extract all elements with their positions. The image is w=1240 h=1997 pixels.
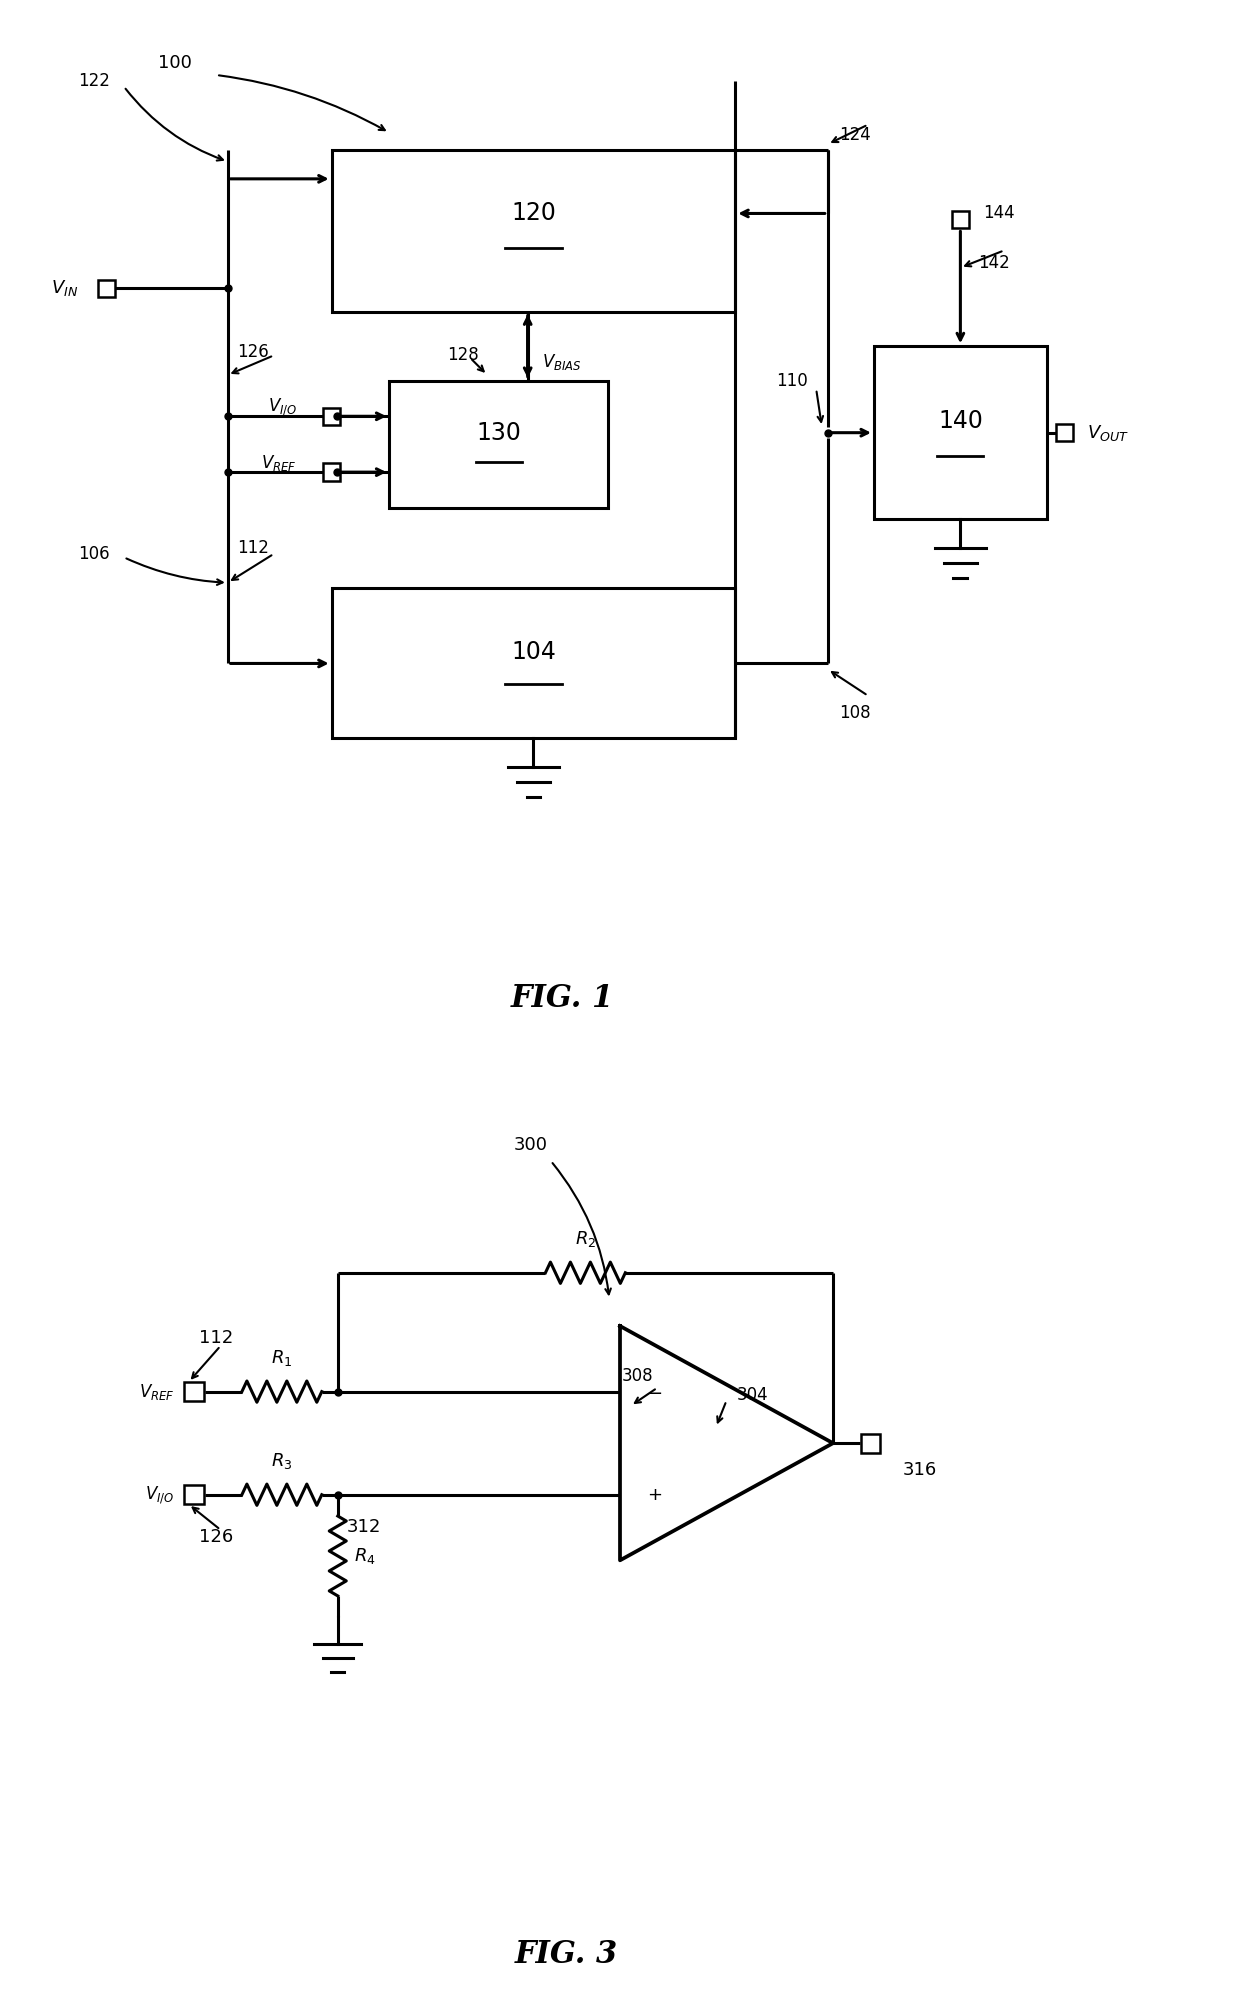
Text: FIG. 3: FIG. 3 xyxy=(515,1939,619,1969)
Text: 106: 106 xyxy=(78,545,109,563)
Text: $+$: $+$ xyxy=(646,1486,662,1504)
Text: $V_{I/O}$: $V_{I/O}$ xyxy=(145,1484,175,1506)
Bar xyxy=(322,407,340,425)
Text: 144: 144 xyxy=(983,204,1016,222)
Bar xyxy=(185,1382,203,1402)
Text: 130: 130 xyxy=(476,421,521,445)
Bar xyxy=(874,345,1047,519)
Text: $V_{REF}$: $V_{REF}$ xyxy=(262,453,296,473)
Bar xyxy=(185,1486,203,1504)
Text: $R_2$: $R_2$ xyxy=(575,1230,596,1250)
Text: 316: 316 xyxy=(903,1460,936,1480)
Text: 108: 108 xyxy=(839,703,870,721)
Text: $R_1$: $R_1$ xyxy=(272,1348,293,1368)
Text: 100: 100 xyxy=(159,54,192,72)
Bar xyxy=(331,150,735,312)
Text: 128: 128 xyxy=(446,345,479,363)
Bar xyxy=(861,1434,880,1452)
Text: 140: 140 xyxy=(937,409,983,433)
Text: 124: 124 xyxy=(839,126,870,144)
Text: 112: 112 xyxy=(237,539,269,557)
Text: $R_3$: $R_3$ xyxy=(272,1452,293,1472)
Text: 104: 104 xyxy=(511,639,556,663)
Bar xyxy=(1055,423,1073,441)
Text: 304: 304 xyxy=(737,1386,769,1404)
Text: $V_{BIAS}$: $V_{BIAS}$ xyxy=(542,351,582,371)
Text: FIG. 1: FIG. 1 xyxy=(511,983,614,1014)
Text: 300: 300 xyxy=(513,1136,548,1154)
Bar xyxy=(389,381,609,507)
Text: $R_4$: $R_4$ xyxy=(353,1546,376,1566)
Text: 312: 312 xyxy=(346,1518,381,1536)
Bar xyxy=(98,280,115,298)
Text: $V_{OUT}$: $V_{OUT}$ xyxy=(1087,423,1130,443)
Text: 120: 120 xyxy=(511,202,556,226)
Text: $-$: $-$ xyxy=(646,1382,662,1400)
Text: $V_{IN}$: $V_{IN}$ xyxy=(51,278,78,298)
Text: 126: 126 xyxy=(237,343,269,361)
Text: 122: 122 xyxy=(78,72,109,90)
Text: $V_{I/O}$: $V_{I/O}$ xyxy=(268,395,296,417)
Bar xyxy=(322,463,340,481)
Text: 112: 112 xyxy=(200,1330,233,1348)
Text: 110: 110 xyxy=(776,371,807,389)
Text: 142: 142 xyxy=(977,254,1009,272)
Text: $V_{REF}$: $V_{REF}$ xyxy=(139,1382,175,1402)
Bar xyxy=(952,210,968,228)
Text: 126: 126 xyxy=(200,1528,233,1546)
Text: 308: 308 xyxy=(622,1366,653,1384)
Bar xyxy=(331,589,735,739)
